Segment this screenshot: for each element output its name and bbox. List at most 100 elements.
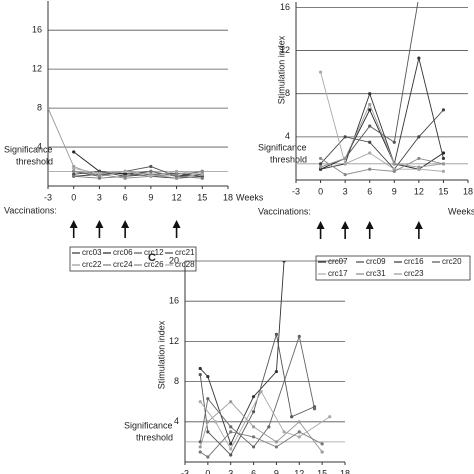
data-point [282,430,286,434]
y-tick-label: 4 [285,131,290,141]
x-tick-label: 12 [414,186,424,196]
data-point [441,108,446,112]
x-tick-label: 0 [71,192,76,202]
data-point [206,420,210,424]
x-tick-label: 0 [318,186,323,196]
data-point [417,56,421,60]
data-point [198,445,202,449]
series-line [320,103,444,168]
data-point [200,169,204,173]
data-point [417,135,421,139]
y-axis-label: Stimulation index [156,320,166,389]
x-tick-label: 18 [340,468,350,474]
data-point [174,169,179,173]
data-point [417,165,421,169]
data-point [206,397,210,401]
data-point [97,176,102,180]
legend-label: crc12 [144,248,164,257]
data-point [297,430,301,434]
data-point [318,156,323,161]
data-point [229,400,233,404]
series-line [199,431,323,458]
data-point [392,162,396,166]
data-point [251,445,256,449]
data-point [368,151,372,155]
series-line [73,168,203,177]
x-tick-label: 3 [343,186,348,196]
legend-label: crc20 [442,257,462,266]
data-point [149,164,153,169]
data-point [229,453,233,457]
threshold-label: Significance [124,420,173,430]
threshold-label: Significance [4,144,53,154]
series-line [320,57,444,170]
x-tick-label: 3 [228,468,233,474]
series-line [320,72,444,172]
data-point [200,172,204,176]
series-line [48,107,203,179]
data-point [320,442,324,446]
x-tick-label: 12 [172,192,182,202]
data-point [392,169,396,173]
y-tick-label: 8 [285,88,290,98]
data-point [72,174,76,178]
x-tick-label: -3 [181,468,189,474]
data-point [343,162,347,166]
threshold-label: threshold [270,154,307,164]
legend-box [315,255,471,281]
data-point [267,425,271,429]
x-tick-label: 18 [223,192,233,202]
vaccination-label: Vaccinations: [4,205,57,215]
legend-label: crc23 [404,269,424,278]
y-tick-label: 8 [174,376,179,386]
x-tick-label: -3 [44,192,52,202]
plot-area [48,106,204,180]
data-point [72,169,76,173]
x-tick-label: 9 [392,186,397,196]
data-point [174,172,179,176]
data-point [251,395,256,399]
data-point [229,430,233,434]
data-point [198,450,202,454]
threshold-label: threshold [136,432,173,442]
legend-label: crc07 [328,257,348,266]
y-tick-label: 16 [169,296,179,306]
legend-label: crc03 [82,248,102,257]
legend-label: crc09 [366,257,386,266]
series-line [199,390,331,450]
data-point [206,455,210,459]
x-axis-label: Weeks [448,206,474,216]
threshold-label: threshold [16,156,53,166]
x-tick-label: 15 [197,192,207,202]
data-point [368,124,372,128]
series-line [73,166,203,177]
x-tick-label: 9 [274,468,279,474]
data-point [274,445,279,449]
legend-box [69,246,197,272]
data-point [318,162,323,166]
y-tick-label: 4 [37,141,42,151]
data-point [368,167,372,171]
legend-label: crc26 [144,260,164,269]
data-point [297,334,301,338]
data-point [123,176,127,180]
data-point [297,435,301,439]
data-point [259,390,263,394]
data-point [229,447,233,451]
data-point [318,70,323,74]
data-point [368,102,372,107]
y-axis-label: Stimulation index [276,35,286,104]
plot-area [198,261,332,459]
data-point [328,415,332,419]
x-tick-label: 0 [205,468,210,474]
data-point [320,450,324,454]
x-tick-label: 15 [438,186,448,196]
series-line [199,334,315,448]
data-point [229,425,233,429]
data-point [200,176,204,180]
data-point [274,369,279,374]
y-tick-label: 12 [32,64,42,74]
data-point [290,415,294,419]
x-tick-label: 15 [317,468,327,474]
